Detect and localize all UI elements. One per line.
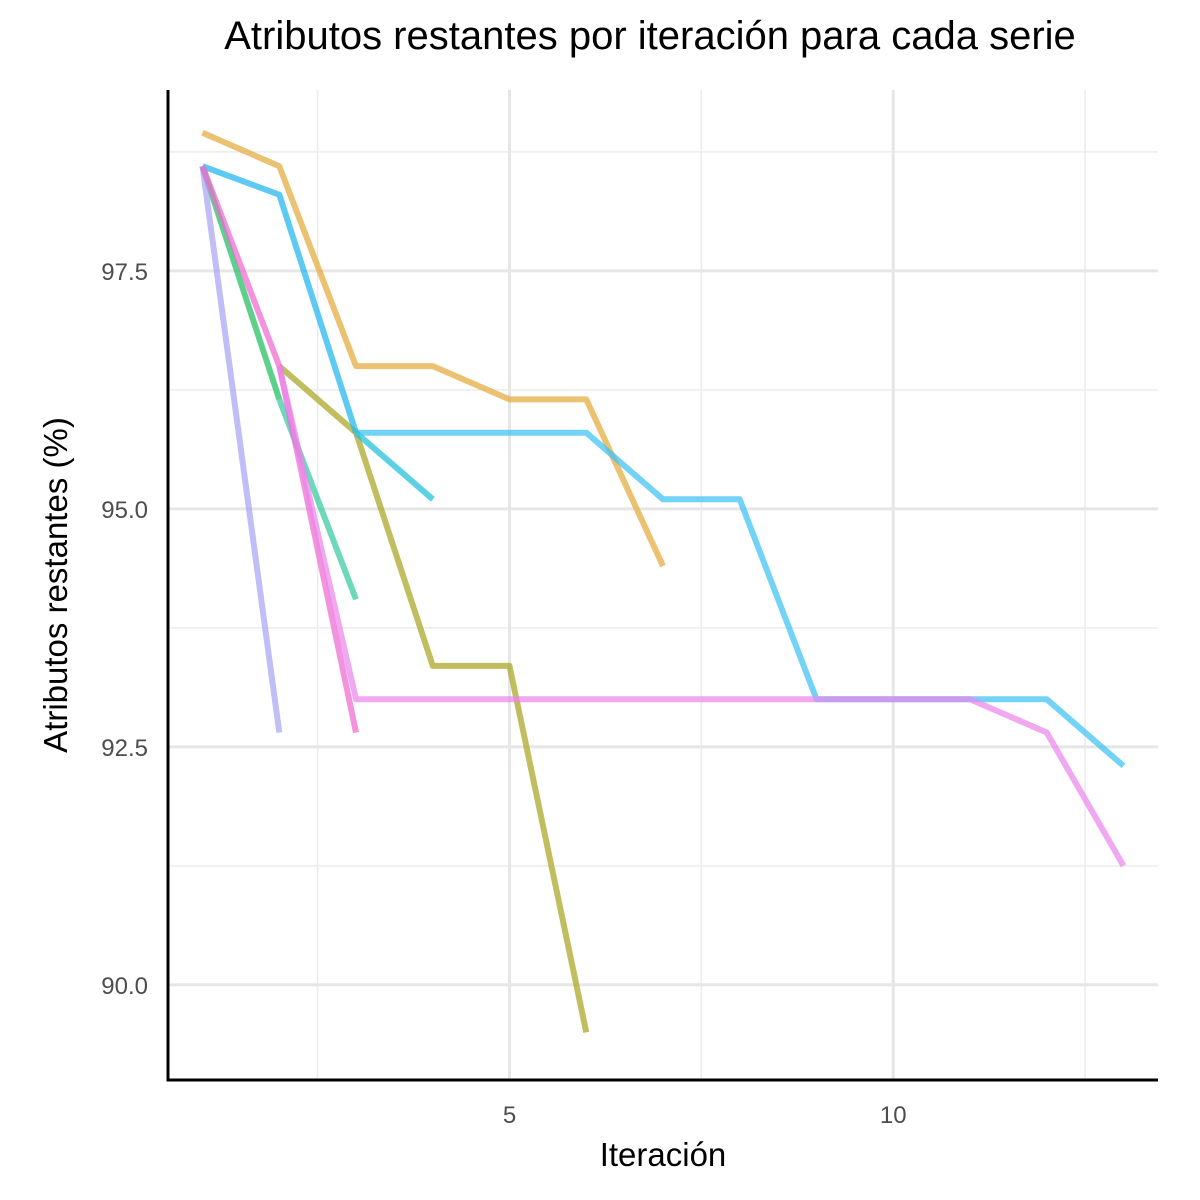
y-tick-label: 90.0: [101, 973, 148, 1000]
y-axis-title: Atributos restantes (%): [37, 417, 74, 753]
x-tick-label: 5: [503, 1102, 516, 1129]
series-line-2: [277, 363, 590, 1034]
minor-grid: [168, 90, 1158, 1080]
series-line-9: [199, 165, 359, 734]
axes: [166, 90, 1158, 1082]
series-line-7: [356, 429, 1126, 769]
x-axis-title: Iteración: [599, 1136, 727, 1173]
chart-title: Atributos restantes por iteración para c…: [224, 14, 1076, 58]
y-tick-label: 97.5: [101, 259, 148, 286]
tick-labels: 5 10 90.0 92.5 95.0 97.5: [101, 259, 906, 1129]
series-line-1: [201, 130, 666, 568]
major-grid: [168, 90, 1158, 1080]
x-tick-label: 10: [880, 1102, 907, 1129]
series-line-10: [276, 365, 1127, 868]
series-lines: [199, 130, 1127, 1034]
series-line-8: [199, 165, 283, 733]
series-line-6: [201, 163, 359, 434]
y-tick-label: 95.0: [101, 497, 148, 524]
y-tick-label: 92.5: [101, 735, 148, 762]
series-line-5: [354, 430, 435, 502]
